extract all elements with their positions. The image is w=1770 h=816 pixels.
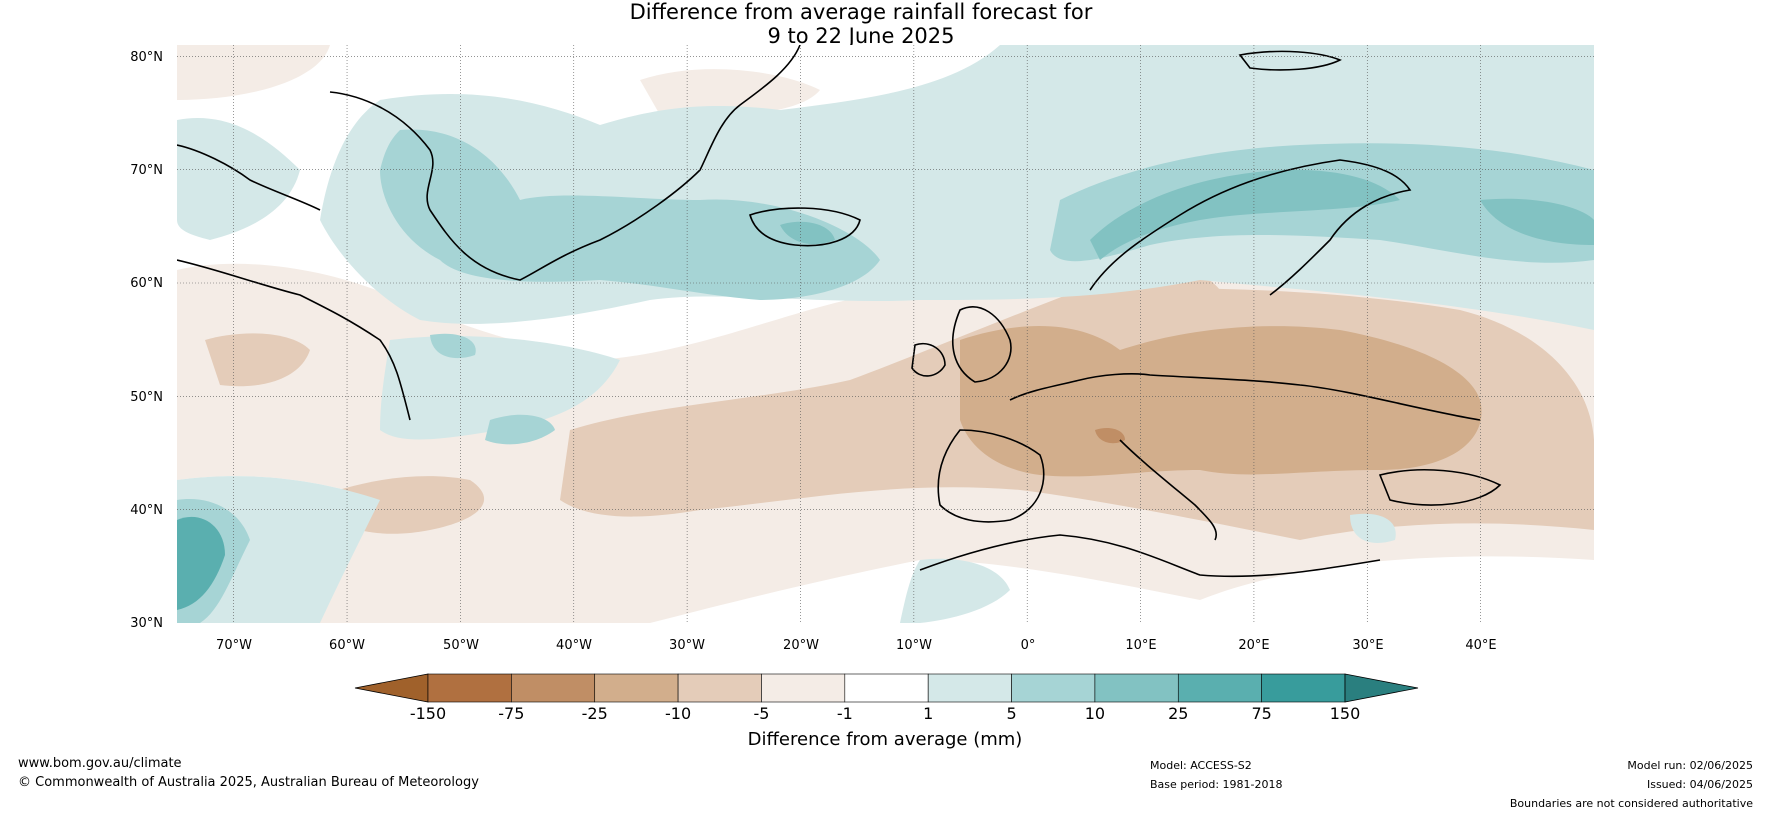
scandinavia-coast — [1089, 159, 1412, 296]
colorbar-tick-label: -1 — [837, 704, 853, 723]
issued-date: Issued: 04/06/2025 — [1646, 778, 1753, 791]
title-line-1: Difference from average rainfall forecas… — [629, 0, 1093, 24]
colorbar-cell — [427, 673, 512, 703]
colorbar-cell — [1177, 673, 1262, 703]
colorbar-tick-label: -75 — [498, 704, 524, 723]
anomaly-dry-strong — [960, 326, 1482, 477]
lon-label-70w: 70°W — [216, 638, 252, 653]
colorbar-cell — [594, 673, 679, 703]
colorbar-tick-label: -10 — [665, 704, 691, 723]
black-sea-coast — [1378, 469, 1502, 506]
colorbar-min-extension — [354, 673, 429, 703]
model-name: Model: ACCESS-S2 — [1150, 759, 1252, 772]
lat-label-60n: 60°N — [130, 276, 163, 291]
greenland-coast — [329, 45, 801, 281]
colorbar-tick-labels: -150 -75 -25 -10 -5 -1 1 5 10 25 75 150 — [410, 704, 1360, 723]
baffin-coast — [177, 144, 321, 211]
lon-label-50w: 50°W — [443, 638, 479, 653]
colorbar-tick-label: 150 — [1330, 704, 1361, 723]
colorbar-cell — [677, 673, 762, 703]
map-title: Difference from average rainfall forecas… — [0, 0, 1770, 48]
title-line-2: 9 to 22 June 2025 — [767, 24, 955, 48]
colorbar: -150 -75 -25 -10 -5 -1 1 5 10 25 75 150 Difference … — [354, 673, 1419, 750]
lat-label-80n: 80°N — [130, 50, 163, 65]
longitude-labels: 70°W 60°W 50°W 40°W 30°W 20°W 10°W 0° 10… — [216, 638, 1497, 653]
lon-label-40w: 40°W — [556, 638, 592, 653]
website-link[interactable]: www.bom.gov.au/climate — [18, 756, 182, 771]
lon-label-60w: 60°W — [329, 638, 365, 653]
lon-label-30w: 30°W — [669, 638, 705, 653]
lat-label-30n: 30°N — [130, 616, 163, 631]
lat-label-70n: 70°N — [130, 163, 163, 178]
lat-label-40n: 40°N — [130, 503, 163, 518]
base-period: Base period: 1981-2018 — [1150, 778, 1283, 791]
lon-label-40e: 40°E — [1465, 638, 1496, 653]
colorbar-tick-label: 1 — [923, 704, 933, 723]
ireland-coast — [911, 343, 946, 377]
lon-label-30e: 30°E — [1352, 638, 1383, 653]
colorbar-title: Difference from average (mm) — [748, 729, 1023, 750]
arctic-islands-coast — [1238, 50, 1342, 71]
italy-coast — [1119, 439, 1217, 541]
colorbar-max-extension — [1344, 673, 1419, 703]
colorbar-tick-label: -25 — [582, 704, 608, 723]
uk-coast — [952, 306, 1012, 383]
colorbar-tick-label: 25 — [1168, 704, 1188, 723]
map-panel — [177, 45, 1594, 623]
north-africa-coast — [919, 534, 1381, 578]
colorbar-tick-label: 5 — [1006, 704, 1016, 723]
colorbar-cell — [511, 673, 596, 703]
anomaly-dry-very-strong — [1095, 428, 1125, 444]
colorbar-cell — [927, 673, 1012, 703]
footer-center: Model: ACCESS-S2 Base period: 1981-2018 — [1150, 756, 1282, 794]
graticule — [177, 45, 1594, 623]
lon-label-0: 0° — [1021, 638, 1036, 653]
colorbar-cell — [1011, 673, 1096, 703]
lon-label-20e: 20°E — [1238, 638, 1269, 653]
iberia-coast — [937, 429, 1045, 523]
europe-coast — [1009, 373, 1481, 421]
latitude-labels: 80°N 70°N 60°N 50°N 40°N 30°N — [130, 50, 163, 631]
colorbar-tick-label: -150 — [410, 704, 446, 723]
footer-right: Model run: 02/06/2025 Issued: 04/06/2025… — [1510, 756, 1753, 813]
lat-label-50n: 50°N — [130, 390, 163, 405]
colorbar-tick-label: 75 — [1251, 704, 1271, 723]
copyright-text: © Commonwealth of Australia 2025, Austra… — [18, 775, 479, 790]
colorbar-cell — [844, 673, 929, 703]
iceland-coast — [749, 207, 861, 247]
lon-label-10e: 10°E — [1125, 638, 1156, 653]
colorbar-cell — [1261, 673, 1346, 703]
model-run-date: Model run: 02/06/2025 — [1627, 759, 1753, 772]
coastlines — [177, 45, 1502, 578]
colorbar-tick-label: -5 — [753, 704, 769, 723]
boundaries-disclaimer: Boundaries are not considered authoritat… — [1509, 797, 1753, 810]
colorbar-cells — [427, 673, 1346, 703]
colorbar-cell — [761, 673, 846, 703]
lon-label-20w: 20°W — [783, 638, 819, 653]
lon-label-10w: 10°W — [896, 638, 932, 653]
footer-left: www.bom.gov.au/climate © Commonwealth of… — [18, 754, 479, 792]
colorbar-cell — [1094, 673, 1179, 703]
anomaly-wet-very-strong — [177, 516, 225, 610]
colorbar-tick-label: 10 — [1085, 704, 1105, 723]
anomaly-wet-strong — [780, 169, 1594, 260]
labrador-coast — [177, 259, 411, 421]
